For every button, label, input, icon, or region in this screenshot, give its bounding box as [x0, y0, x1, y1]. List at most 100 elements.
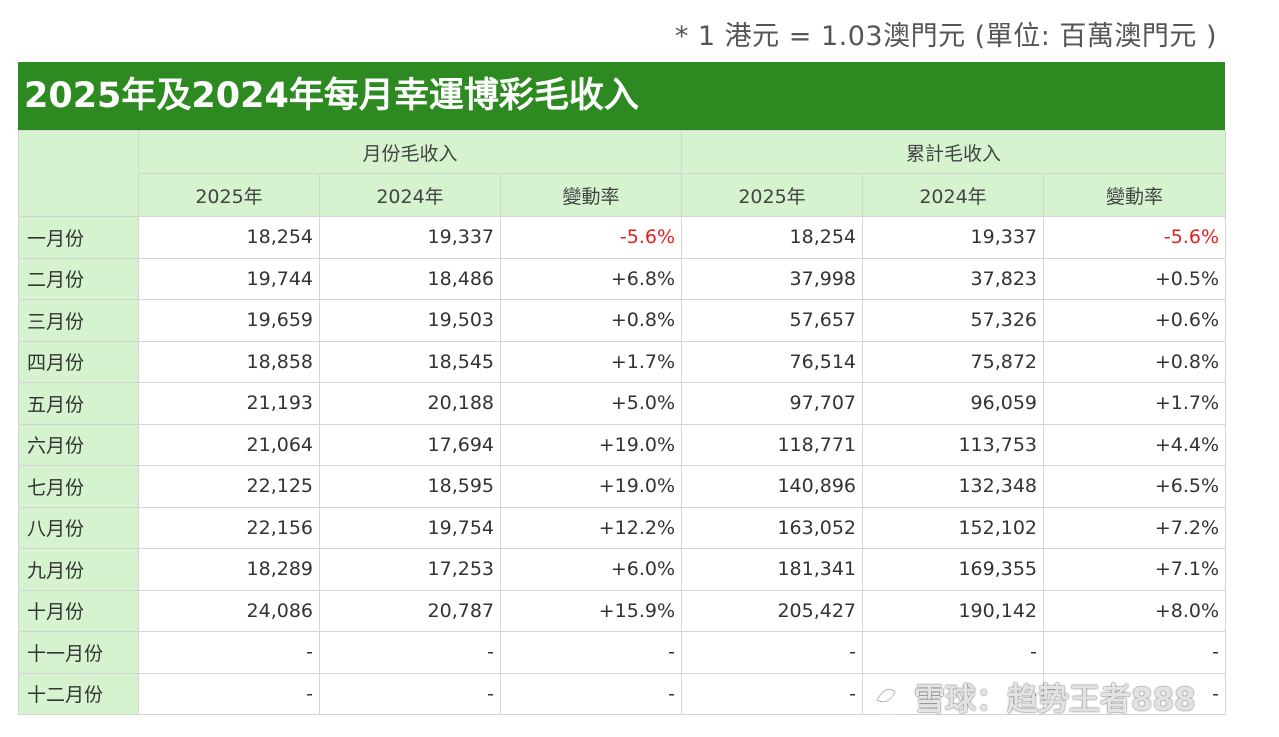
cell-cumulative-2024: -	[862, 631, 1045, 674]
row-label-month: 十月份	[18, 589, 139, 632]
row-label-month: 九月份	[18, 548, 139, 591]
cell-monthly-2024: -	[319, 631, 501, 674]
snowball-logo-icon	[867, 677, 905, 715]
currency-note: * 1 港元 = 1.03澳門元 (單位: 百萬澳門元 )	[674, 21, 1217, 52]
cell-monthly-change: -	[499, 672, 683, 715]
watermark: 雪球：趋势王者888	[866, 672, 1196, 720]
table-row: 六月份 21,064 17,694 +19.0% 118,771 113,753 +4.4%	[18, 423, 1227, 466]
table-row: 二月份 19,744 18,486 +6.8% 37,998 37,823 +0.5%	[18, 257, 1227, 300]
row-label-month: 六月份	[18, 423, 139, 466]
row-label-month: 八月份	[18, 506, 139, 549]
cell-monthly-2025: 22,156	[138, 506, 320, 549]
cell-monthly-2024: 20,188	[319, 382, 501, 425]
cell-cumulative-change: +0.6%	[1043, 299, 1227, 342]
cell-monthly-2024: 19,337	[319, 216, 501, 259]
group-header-row: 月份毛收入 累計毛收入	[18, 130, 1227, 217]
cell-monthly-change: +0.8%	[499, 299, 683, 342]
row-label-month: 一月份	[18, 216, 139, 259]
cell-cumulative-change: -	[1043, 631, 1227, 674]
cell-monthly-change: +6.0%	[499, 548, 683, 591]
group-header-monthly: 月份毛收入	[137, 130, 683, 174]
row-label-month: 三月份	[18, 299, 139, 342]
cell-monthly-change: -	[499, 631, 683, 674]
cell-cumulative-2024: 37,823	[862, 257, 1045, 300]
cell-monthly-change: +19.0%	[499, 465, 683, 508]
cell-monthly-change: +6.8%	[499, 257, 683, 300]
cell-cumulative-2025: 163,052	[681, 506, 864, 549]
sub-header-cumulative-2024: 2024年	[862, 173, 1045, 217]
cell-monthly-2024: 19,503	[319, 299, 501, 342]
cell-cumulative-2025: 118,771	[681, 423, 864, 466]
cell-cumulative-2024: 19,337	[862, 216, 1045, 259]
cell-cumulative-2024: 132,348	[862, 465, 1045, 508]
cell-monthly-2024: 17,694	[319, 423, 501, 466]
cell-monthly-2025: 22,125	[138, 465, 320, 508]
sub-header-cumulative-change: 變動率	[1043, 173, 1227, 217]
cell-monthly-change: +19.0%	[499, 423, 683, 466]
cell-cumulative-2025: 57,657	[681, 299, 864, 342]
cell-monthly-2024: -	[319, 672, 501, 715]
cell-monthly-2025: 24,086	[138, 589, 320, 632]
row-label-month: 十二月份	[18, 672, 139, 715]
cell-monthly-2024: 19,754	[319, 506, 501, 549]
cell-cumulative-change: +1.7%	[1043, 382, 1227, 425]
watermark-text: 雪球：趋势王者888	[914, 681, 1196, 718]
table-row: 十一月份 - - - - - -	[18, 631, 1227, 674]
cell-cumulative-2024: 57,326	[862, 299, 1045, 342]
cell-monthly-2024: 18,595	[319, 465, 501, 508]
sub-header-monthly-2025: 2025年	[138, 173, 320, 217]
cell-monthly-change: -5.6%	[499, 216, 683, 259]
cell-cumulative-change: +0.5%	[1043, 257, 1227, 300]
table-row: 五月份 21,193 20,188 +5.0% 97,707 96,059 +1.7%	[18, 382, 1227, 425]
cell-monthly-change: +15.9%	[499, 589, 683, 632]
cell-monthly-2024: 18,545	[319, 340, 501, 383]
cell-cumulative-2024: 169,355	[862, 548, 1045, 591]
cell-monthly-2025: 21,193	[138, 382, 320, 425]
cell-cumulative-2025: 97,707	[681, 382, 864, 425]
table-row: 十月份 24,086 20,787 +15.9% 205,427 190,142 +8.0%	[18, 589, 1227, 632]
cell-cumulative-2025: 140,896	[681, 465, 864, 508]
table-row: 九月份 18,289 17,253 +6.0% 181,341 169,355 +7.1%	[18, 548, 1227, 591]
cell-cumulative-2025: -	[681, 631, 864, 674]
group-header-cumulative: 累計毛收入	[681, 130, 1227, 174]
cell-cumulative-2025: 76,514	[681, 340, 864, 383]
cell-cumulative-2024: 190,142	[862, 589, 1045, 632]
row-label-month: 二月份	[18, 257, 139, 300]
cell-cumulative-2025: 205,427	[681, 589, 864, 632]
revenue-table: 月份毛收入 累計毛收入 2025年 2024年 變動率 2025年 2024年 …	[18, 130, 1227, 715]
cell-cumulative-change: +7.2%	[1043, 506, 1227, 549]
table-row: 三月份 19,659 19,503 +0.8% 57,657 57,326 +0.6%	[18, 299, 1227, 342]
cell-monthly-2025: 18,858	[138, 340, 320, 383]
cell-monthly-2025: 19,659	[138, 299, 320, 342]
table-row: 十二月份 - - - - - -	[18, 672, 1227, 715]
sub-header-monthly-2024: 2024年	[319, 173, 501, 217]
cell-cumulative-change: +6.5%	[1043, 465, 1227, 508]
table-row: 八月份 22,156 19,754 +12.2% 163,052 152,102 +7.2%	[18, 506, 1227, 549]
cell-cumulative-2025: 37,998	[681, 257, 864, 300]
cell-cumulative-change: +7.1%	[1043, 548, 1227, 591]
cell-monthly-change: +1.7%	[499, 340, 683, 383]
cell-cumulative-2024: 152,102	[862, 506, 1045, 549]
cell-monthly-2025: -	[138, 672, 320, 715]
cell-cumulative-2024: 75,872	[862, 340, 1045, 383]
sub-header-monthly-change: 變動率	[499, 173, 683, 217]
revenue-table-card: 2025年及2024年每月幸運博彩毛收入 月份毛收入 累計毛收入 2025年 2…	[18, 62, 1227, 715]
table-row: 七月份 22,125 18,595 +19.0% 140,896 132,348 +6.5%	[18, 465, 1227, 508]
cell-monthly-2025: -	[138, 631, 320, 674]
cell-monthly-2025: 21,064	[138, 423, 320, 466]
cell-monthly-2024: 17,253	[319, 548, 501, 591]
sub-header-row: 2025年 2024年 變動率 2025年 2024年 變動率	[19, 173, 1227, 217]
sub-header-cumulative-2025: 2025年	[681, 173, 864, 217]
table-row: 四月份 18,858 18,545 +1.7% 76,514 75,872 +0.8%	[18, 340, 1227, 383]
cell-cumulative-2025: -	[681, 672, 864, 715]
row-label-month: 四月份	[18, 340, 139, 383]
cell-monthly-2025: 18,254	[138, 216, 320, 259]
cell-cumulative-change: +8.0%	[1043, 589, 1227, 632]
cell-cumulative-2024: 113,753	[862, 423, 1045, 466]
cell-cumulative-change: +4.4%	[1043, 423, 1227, 466]
cell-cumulative-change: +0.8%	[1043, 340, 1227, 383]
table-title: 2025年及2024年每月幸運博彩毛收入	[18, 62, 1225, 130]
cell-cumulative-change: -	[1043, 672, 1227, 715]
cell-monthly-change: +12.2%	[499, 506, 683, 549]
table-body: 一月份 18,254 19,337 -5.6% 18,254 19,337 -5.6% 二月份…	[18, 216, 1227, 715]
